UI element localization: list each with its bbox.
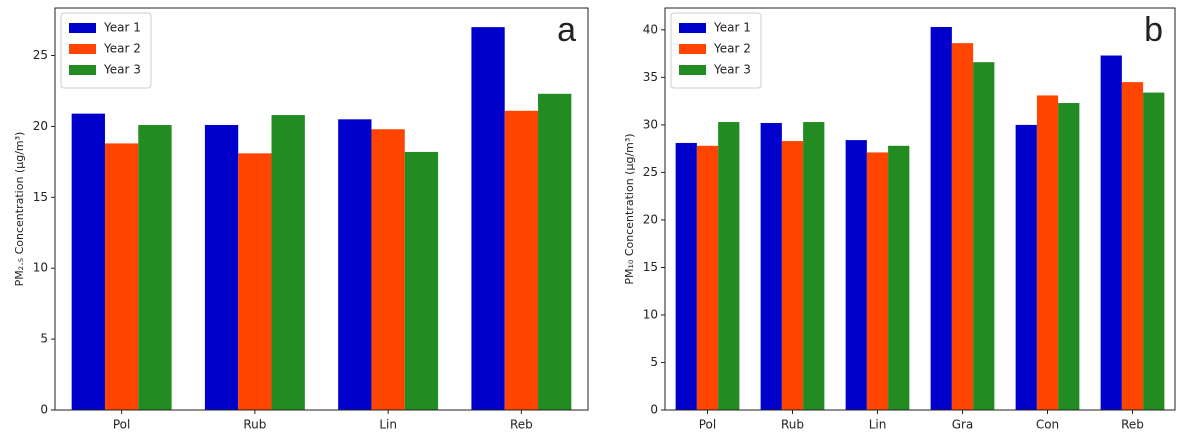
bar <box>718 122 740 411</box>
bar <box>888 145 910 410</box>
x-tick-label: Rub <box>781 418 804 432</box>
legend-label: Year 3 <box>713 63 751 77</box>
bar <box>404 151 439 411</box>
bar <box>1143 92 1165 411</box>
x-tick-label: Gra <box>952 418 974 432</box>
x-tick-label: Lin <box>379 418 397 432</box>
chart-panel: 0 5 10 15 20 25 30 35 40 Pol Rub Lin Gra Con Reb PM₁₀ C… <box>623 7 1176 432</box>
x-tick-label: Reb <box>1121 418 1144 432</box>
legend-swatch <box>679 44 706 54</box>
x-tick-label: Lin <box>869 418 887 432</box>
legend-label: Year 2 <box>713 42 751 56</box>
bar <box>371 129 405 410</box>
bar <box>696 145 719 410</box>
x-tick-label: Con <box>1036 418 1059 432</box>
bar <box>204 124 239 410</box>
chart-panel: 0 5 10 15 20 25 Pol Rub Lin Reb PM₂.₅ Concentratio… <box>13 7 589 432</box>
bar <box>1036 95 1059 411</box>
bar <box>271 115 305 411</box>
legend-label: Year 3 <box>103 63 141 77</box>
bar <box>1058 103 1080 410</box>
bar <box>338 119 372 411</box>
y-tick-label: 0 <box>40 403 48 417</box>
legend-swatch <box>69 65 96 75</box>
y-tick-label: 10 <box>643 307 658 321</box>
bar <box>951 43 974 411</box>
bar <box>504 110 539 410</box>
y-tick-label: 30 <box>643 117 658 131</box>
x-tick-label: Pol <box>113 418 130 432</box>
legend-swatch <box>679 65 706 75</box>
bar <box>1100 55 1122 410</box>
annotation: b <box>1144 11 1163 49</box>
bar <box>138 124 172 410</box>
x-tick-label: Rub <box>243 418 266 432</box>
y-tick-label: 25 <box>33 48 48 62</box>
legend-label: Year 1 <box>713 21 751 35</box>
bar <box>1121 82 1144 411</box>
bar <box>760 122 782 410</box>
bar <box>845 140 867 410</box>
legend-swatch <box>69 44 96 54</box>
legend-label: Year 1 <box>103 21 141 35</box>
y-tick-label: 35 <box>643 70 658 84</box>
legend-label: Year 2 <box>103 42 141 56</box>
y-tick-label: 40 <box>643 22 658 36</box>
axes-frame <box>54 7 589 411</box>
bar <box>973 62 995 410</box>
y-tick-label: 15 <box>643 260 658 274</box>
legend-swatch <box>69 23 96 33</box>
y-tick-label: 5 <box>40 332 48 346</box>
bar <box>71 113 105 411</box>
bar <box>675 142 697 410</box>
y-tick-label: 15 <box>33 190 48 204</box>
bar <box>538 93 572 410</box>
y-tick-label: 20 <box>643 212 658 226</box>
bar <box>471 27 505 411</box>
y-tick-label: 10 <box>33 261 48 275</box>
bar <box>866 152 889 410</box>
x-tick-label: Pol <box>699 418 716 432</box>
bar <box>803 122 825 411</box>
y-tick-label: 20 <box>33 119 48 133</box>
y-tick-label: 0 <box>650 403 658 417</box>
x-tick-label: Reb <box>510 418 533 432</box>
bar <box>781 141 804 410</box>
legend-swatch <box>679 23 706 33</box>
axes-frame <box>664 7 1176 411</box>
y-tick-label: 25 <box>643 165 658 179</box>
bar <box>104 143 139 411</box>
annotation: a <box>557 11 576 49</box>
y-axis-label: PM₂.₅ Concentration (µg/m³) <box>13 132 26 287</box>
bar <box>930 27 952 411</box>
bar <box>238 153 272 410</box>
y-tick-label: 5 <box>650 355 658 369</box>
bar <box>1015 124 1037 410</box>
y-axis-label: PM₁₀ Concentration (µg/m³) <box>623 133 636 284</box>
